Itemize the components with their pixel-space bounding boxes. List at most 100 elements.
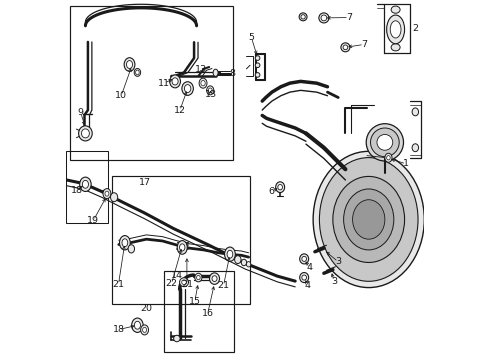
Ellipse shape — [201, 81, 205, 86]
Ellipse shape — [111, 193, 118, 202]
Ellipse shape — [246, 262, 251, 267]
Text: 7: 7 — [346, 13, 352, 22]
Ellipse shape — [122, 239, 128, 247]
Ellipse shape — [132, 318, 143, 332]
Ellipse shape — [177, 240, 187, 254]
Text: 17: 17 — [139, 178, 151, 187]
Text: 11: 11 — [158, 79, 170, 88]
Ellipse shape — [255, 63, 260, 68]
Ellipse shape — [195, 273, 202, 282]
Ellipse shape — [313, 151, 424, 288]
Ellipse shape — [390, 21, 401, 38]
Text: 20: 20 — [140, 303, 152, 312]
Ellipse shape — [184, 85, 191, 93]
Ellipse shape — [105, 191, 109, 196]
Ellipse shape — [387, 156, 390, 160]
Ellipse shape — [208, 88, 212, 93]
Ellipse shape — [391, 44, 400, 51]
Bar — [67, 151, 108, 223]
Ellipse shape — [134, 321, 141, 329]
Ellipse shape — [227, 250, 233, 258]
Ellipse shape — [82, 180, 89, 188]
Ellipse shape — [128, 245, 135, 253]
Text: 6: 6 — [268, 187, 274, 196]
Text: 21: 21 — [181, 280, 193, 289]
Text: 2: 2 — [413, 24, 418, 33]
Bar — [164, 271, 234, 352]
Ellipse shape — [301, 15, 305, 19]
Text: 4: 4 — [307, 264, 313, 273]
Ellipse shape — [213, 69, 218, 76]
Text: 10: 10 — [115, 91, 127, 100]
Circle shape — [370, 128, 399, 157]
Text: 5: 5 — [248, 33, 254, 42]
Text: 9: 9 — [78, 108, 84, 117]
Text: 3: 3 — [335, 257, 342, 266]
Ellipse shape — [80, 177, 91, 192]
Ellipse shape — [385, 153, 392, 162]
Ellipse shape — [179, 278, 189, 287]
Ellipse shape — [278, 184, 282, 190]
Text: 18: 18 — [71, 185, 82, 194]
Ellipse shape — [302, 275, 307, 280]
Ellipse shape — [343, 189, 394, 250]
Ellipse shape — [141, 325, 148, 335]
Ellipse shape — [412, 108, 418, 116]
Bar — [70, 6, 233, 160]
Ellipse shape — [300, 254, 309, 264]
Circle shape — [366, 124, 403, 161]
Text: 7: 7 — [361, 40, 367, 49]
Ellipse shape — [235, 256, 241, 264]
Bar — [112, 176, 250, 304]
Ellipse shape — [136, 70, 139, 75]
Ellipse shape — [412, 144, 418, 152]
Ellipse shape — [103, 189, 111, 199]
Ellipse shape — [182, 82, 194, 95]
Text: 13: 13 — [195, 65, 207, 74]
Ellipse shape — [173, 335, 180, 342]
Ellipse shape — [210, 273, 220, 284]
Ellipse shape — [321, 15, 327, 21]
Ellipse shape — [276, 182, 285, 193]
Ellipse shape — [391, 6, 400, 13]
Ellipse shape — [341, 43, 350, 52]
Ellipse shape — [255, 56, 260, 60]
Ellipse shape — [255, 73, 260, 77]
Ellipse shape — [124, 58, 135, 71]
Text: 3: 3 — [331, 276, 337, 285]
Text: 4: 4 — [305, 280, 311, 289]
Text: 13: 13 — [205, 90, 217, 99]
Ellipse shape — [120, 235, 130, 250]
Ellipse shape — [333, 176, 405, 262]
Ellipse shape — [134, 68, 141, 76]
Ellipse shape — [387, 15, 405, 44]
Ellipse shape — [172, 78, 178, 85]
Ellipse shape — [126, 60, 133, 68]
Ellipse shape — [78, 126, 92, 141]
Text: 12: 12 — [174, 106, 186, 115]
Text: 16: 16 — [202, 309, 214, 318]
Text: 18: 18 — [113, 325, 125, 334]
Ellipse shape — [212, 276, 217, 282]
Circle shape — [377, 134, 393, 150]
Ellipse shape — [353, 200, 385, 239]
Ellipse shape — [81, 129, 89, 138]
Ellipse shape — [319, 158, 418, 281]
Ellipse shape — [199, 78, 207, 88]
Ellipse shape — [143, 327, 147, 332]
Text: 15: 15 — [189, 297, 201, 306]
Text: 1: 1 — [403, 159, 409, 168]
Text: 8: 8 — [229, 69, 235, 78]
Ellipse shape — [179, 244, 185, 251]
Ellipse shape — [170, 75, 180, 88]
Ellipse shape — [302, 256, 307, 261]
Text: 22: 22 — [166, 279, 177, 288]
Ellipse shape — [299, 13, 307, 21]
Ellipse shape — [182, 280, 186, 284]
Ellipse shape — [224, 247, 235, 261]
Ellipse shape — [241, 259, 246, 266]
Ellipse shape — [343, 45, 348, 50]
Text: 21: 21 — [112, 280, 124, 289]
Ellipse shape — [319, 13, 329, 23]
Ellipse shape — [207, 86, 214, 95]
